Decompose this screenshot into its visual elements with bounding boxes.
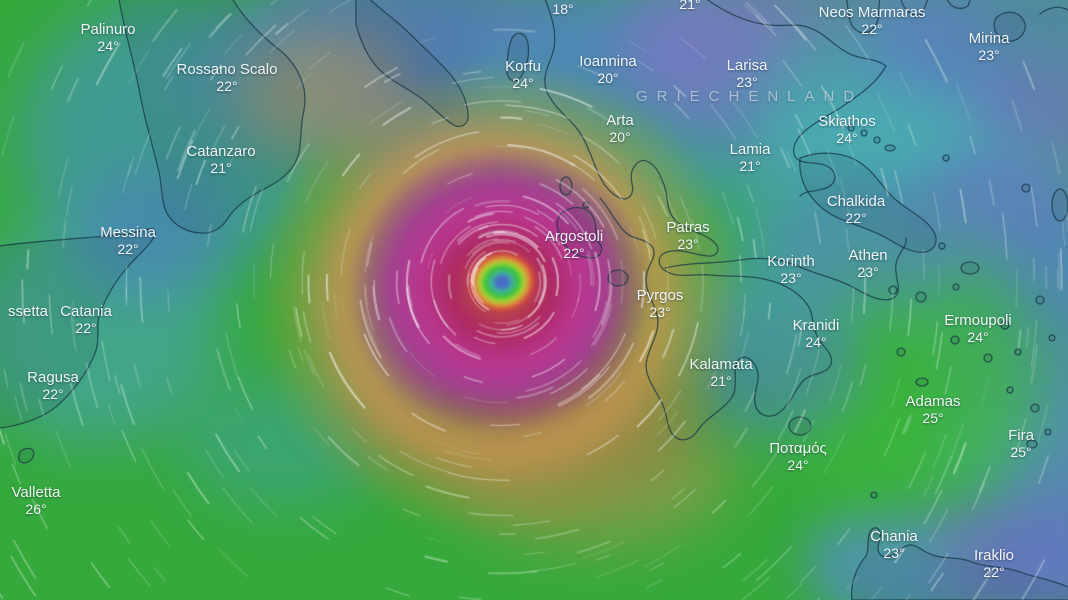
city-temperature: 20° bbox=[609, 129, 631, 145]
city-label[interactable]: 21° bbox=[679, 0, 700, 13]
city-label[interactable]: 18° bbox=[552, 1, 573, 18]
city-label[interactable]: Rossano Scalo 22° bbox=[177, 61, 278, 95]
city-label[interactable]: Palinuro 24° bbox=[80, 21, 135, 55]
city-temperature: 24° bbox=[836, 130, 858, 146]
city-label[interactable]: Korinth 23° bbox=[767, 253, 815, 287]
city-temperature: 22° bbox=[983, 564, 1005, 580]
region-label-greece: GRIECHENLAND bbox=[636, 88, 864, 105]
city-temperature: 22° bbox=[75, 320, 97, 336]
city-label[interactable]: Korfu 24° bbox=[505, 58, 541, 92]
city-name: Argostoli bbox=[544, 228, 604, 245]
city-temperature: 24° bbox=[97, 38, 119, 54]
city-name: Kranidi bbox=[792, 317, 840, 334]
city-label[interactable]: Ermoupoli 24° bbox=[944, 312, 1012, 346]
city-label[interactable]: Pyrgos 23° bbox=[637, 287, 684, 321]
city-name: Pyrgos bbox=[636, 287, 684, 304]
city-label[interactable]: Skiathos 24° bbox=[818, 113, 876, 147]
city-temperature: 24° bbox=[512, 75, 534, 91]
city-temperature: 23° bbox=[883, 545, 905, 561]
city-name: Patras bbox=[666, 219, 710, 236]
city-label[interactable]: Kalamata 21° bbox=[689, 356, 752, 390]
city-temperature: 18° bbox=[552, 1, 574, 17]
city-temperature: 21° bbox=[679, 0, 701, 12]
city-label[interactable]: Argostoli 22° bbox=[545, 228, 603, 262]
city-name: ssetta bbox=[7, 303, 49, 320]
city-name: Catania bbox=[60, 303, 112, 320]
city-temperature: 23° bbox=[780, 270, 802, 286]
city-name: Rossano Scalo bbox=[176, 61, 278, 78]
city-name: Athen bbox=[848, 247, 888, 264]
city-label[interactable]: Iraklio 22° bbox=[974, 547, 1014, 581]
city-temperature: 22° bbox=[216, 78, 238, 94]
city-label[interactable]: Neos Marmaras 22° bbox=[819, 4, 926, 38]
city-label[interactable]: Larisa 23° bbox=[727, 57, 768, 91]
city-name: Korinth bbox=[767, 253, 815, 270]
city-label[interactable]: Ragusa 22° bbox=[27, 369, 79, 403]
city-name: Neos Marmaras bbox=[818, 4, 926, 21]
city-name: Fira bbox=[1008, 427, 1034, 444]
city-label[interactable]: Mirina 23° bbox=[969, 30, 1010, 64]
city-temperature: 23° bbox=[677, 236, 699, 252]
city-name: Kalamata bbox=[689, 356, 753, 373]
city-temperature: 22° bbox=[563, 245, 585, 261]
city-temperature: 20° bbox=[597, 70, 619, 86]
city-label[interactable]: Arta 20° bbox=[606, 112, 634, 146]
city-name: Lamia bbox=[729, 141, 771, 158]
city-label[interactable]: ssetta bbox=[8, 303, 48, 320]
city-temperature: 25° bbox=[922, 410, 944, 426]
city-name: Korfu bbox=[505, 58, 541, 75]
city-name: Ermoupoli bbox=[944, 312, 1012, 329]
city-temperature: 24° bbox=[967, 329, 989, 345]
city-temperature: 22° bbox=[42, 386, 64, 402]
city-label[interactable]: Chania 23° bbox=[870, 528, 918, 562]
city-temperature: 25° bbox=[1010, 444, 1032, 460]
city-temperature: 21° bbox=[210, 160, 232, 176]
city-name: Palinuro bbox=[80, 21, 136, 38]
city-label[interactable]: Chalkida 22° bbox=[827, 193, 885, 227]
city-label[interactable]: Athen 23° bbox=[848, 247, 887, 281]
city-name: Arta bbox=[606, 112, 634, 129]
city-label[interactable]: Lamia 21° bbox=[730, 141, 771, 175]
city-temperature: 23° bbox=[857, 264, 879, 280]
city-label[interactable]: Patras 23° bbox=[666, 219, 709, 253]
city-name: Messina bbox=[100, 224, 156, 241]
city-temperature: 22° bbox=[861, 21, 883, 37]
city-label[interactable]: Ioannina 20° bbox=[579, 53, 637, 87]
city-temperature: 24° bbox=[787, 457, 809, 473]
city-name: Adamas bbox=[905, 393, 961, 410]
city-temperature: 26° bbox=[25, 501, 47, 517]
city-temperature: 23° bbox=[736, 74, 758, 90]
city-name: Valletta bbox=[11, 484, 61, 501]
city-temperature: 21° bbox=[739, 158, 761, 174]
city-label[interactable]: Fira 25° bbox=[1008, 427, 1034, 461]
city-label[interactable]: Catanzaro 21° bbox=[186, 143, 255, 177]
city-name: Skiathos bbox=[818, 113, 876, 130]
city-name: Mirina bbox=[968, 30, 1010, 47]
city-label[interactable]: Messina 22° bbox=[100, 224, 156, 258]
city-name: Ποταμός bbox=[769, 440, 827, 457]
city-name: Iraklio bbox=[973, 547, 1015, 564]
city-name: Larisa bbox=[726, 57, 768, 74]
city-name: Chania bbox=[870, 528, 918, 545]
city-temperature: 21° bbox=[710, 373, 732, 389]
city-label[interactable]: Ποταμός 24° bbox=[769, 440, 827, 474]
city-temperature: 23° bbox=[649, 304, 671, 320]
city-name: Ioannina bbox=[579, 53, 637, 70]
city-temperature: 22° bbox=[117, 241, 139, 257]
city-name: Chalkida bbox=[826, 193, 886, 210]
city-name: Catanzaro bbox=[186, 143, 256, 160]
city-label[interactable]: Adamas 25° bbox=[905, 393, 960, 427]
city-temperature: 23° bbox=[978, 47, 1000, 63]
city-label[interactable]: Valletta 26° bbox=[12, 484, 61, 518]
city-name: Ragusa bbox=[27, 369, 79, 386]
city-temperature: 22° bbox=[845, 210, 867, 226]
city-temperature: 24° bbox=[805, 334, 827, 350]
city-label[interactable]: Kranidi 24° bbox=[793, 317, 840, 351]
city-label[interactable]: Catania 22° bbox=[60, 303, 112, 337]
